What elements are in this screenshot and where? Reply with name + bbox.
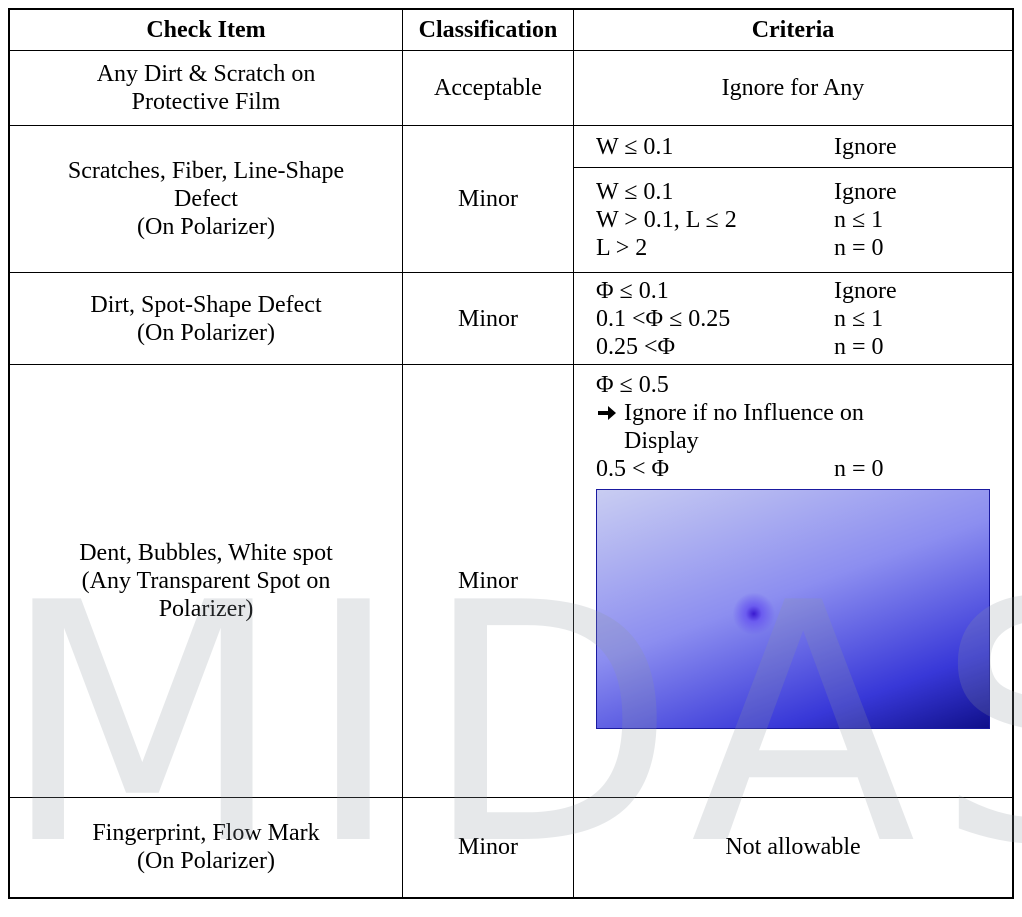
- criteria-line: 0.1 <Φ ≤ 0.25 n ≤ 1: [596, 305, 1012, 333]
- text-line: (Any Transparent Spot on: [81, 568, 331, 594]
- row: Fingerprint, Flow Mark (On Polarizer) Min…: [8, 797, 1014, 898]
- classification: Acceptable: [402, 50, 574, 126]
- classification: Minor: [402, 272, 574, 365]
- result: n = 0: [834, 235, 884, 261]
- text-line: Scratches, Fiber, Line-Shape: [67, 158, 345, 184]
- note-text: Ignore if no Influence on Display: [624, 400, 864, 454]
- condition: 0.5 < Φ: [596, 456, 670, 482]
- row: Dirt, Spot-Shape Defect (On Polarizer) Mi…: [8, 272, 1014, 365]
- text-line: Any Dirt & Scratch on: [96, 61, 316, 87]
- arrow-note: Ignore if no Influence on Display: [596, 399, 1012, 455]
- condition: W ≤ 0.1: [596, 133, 674, 160]
- text-line: (On Polarizer): [137, 319, 275, 346]
- text-line: Defect: [174, 186, 238, 212]
- condition: W > 0.1, L ≤ 2: [596, 207, 737, 233]
- result: Ignore: [834, 277, 897, 304]
- criteria: Φ ≤ 0.5 Ignore if no Influence on Displa…: [573, 364, 1014, 798]
- result: n = 0: [834, 456, 884, 482]
- text-line: Dent, Bubbles, White spot: [79, 540, 333, 566]
- arrow-icon: [598, 406, 616, 420]
- result: Ignore: [834, 179, 897, 205]
- result: Ignore: [834, 133, 897, 160]
- condition: Φ ≤ 0.5: [596, 372, 669, 398]
- result: n = 0: [834, 333, 884, 360]
- condition: Φ ≤ 0.1: [596, 277, 669, 304]
- check-item: Scratches, Fiber, Line-Shape Defect (On Po…: [8, 125, 403, 273]
- check-item: Dirt, Spot-Shape Defect (On Polarizer): [8, 272, 403, 365]
- criteria-line: W ≤ 0.1 Ignore: [596, 178, 1012, 206]
- text-line: Fingerprint, Flow Mark: [92, 820, 320, 847]
- criteria: W ≤ 0.1 Ignore W > 0.1, L ≤ 2 n ≤ 1 L > 2 n…: [573, 167, 1014, 273]
- text-line: Polarizer): [158, 596, 254, 622]
- row: W ≤ 0.1 Ignore W > 0.1, L ≤ 2 n ≤ 1 L > 2 n…: [9, 167, 1014, 273]
- check-item: Any Dirt & Scratch on Protective Film: [8, 50, 403, 126]
- condition: 0.25 <Φ: [596, 333, 676, 360]
- check-item: Dent, Bubbles, White spot (Any Transparen…: [8, 364, 403, 798]
- classification: Minor: [402, 364, 574, 798]
- text-line: (On Polarizer): [137, 214, 275, 240]
- row: Dent, Bubbles, White spot (Any Transparen…: [8, 364, 1014, 798]
- classification: Minor: [402, 797, 574, 898]
- header-cell: Check Item: [8, 8, 403, 51]
- header-row: Check Item Classification Criteria: [8, 8, 1014, 51]
- row: Any Dirt & Scratch on Protective Film Acc…: [8, 50, 1014, 126]
- condition: W ≤ 0.1: [596, 179, 674, 205]
- result: n ≤ 1: [834, 207, 884, 233]
- header-cell: Classification: [402, 8, 574, 51]
- text-line: (On Polarizer): [137, 848, 275, 875]
- criteria-line: W ≤ 0.1 Ignore: [596, 133, 1012, 161]
- defect-photo: [596, 489, 990, 729]
- criteria-line: W > 0.1, L ≤ 2 n ≤ 1: [596, 206, 1012, 234]
- text-line: Protective Film: [131, 89, 281, 115]
- criteria-line: Φ ≤ 0.1 Ignore: [596, 277, 1012, 305]
- condition: 0.1 <Φ ≤ 0.25: [596, 305, 731, 332]
- criteria: Not allowable: [573, 797, 1014, 898]
- result: n ≤ 1: [834, 305, 884, 332]
- criteria: W ≤ 0.1 Ignore: [573, 125, 1014, 168]
- check-item: Fingerprint, Flow Mark (On Polarizer): [8, 797, 403, 898]
- criteria-line: L > 2 n = 0: [596, 234, 1012, 262]
- condition: L > 2: [596, 235, 648, 261]
- header-cell: Criteria: [573, 8, 1014, 51]
- row: Scratches, Fiber, Line-Shape Defect (On Po…: [8, 125, 1014, 273]
- criteria-line: 0.5 < Φ n = 0: [596, 455, 1012, 483]
- inspection-table: Check Item Classification Criteria Any D…: [8, 8, 1014, 899]
- criteria: Φ ≤ 0.1 Ignore 0.1 <Φ ≤ 0.25 n ≤ 1 0.25 <Φ…: [573, 272, 1014, 365]
- criteria: Ignore for Any: [573, 50, 1014, 126]
- classification: Minor: [402, 125, 574, 273]
- text-line: Dirt, Spot-Shape Defect: [90, 291, 322, 318]
- criteria-line: 0.25 <Φ n = 0: [596, 333, 1012, 361]
